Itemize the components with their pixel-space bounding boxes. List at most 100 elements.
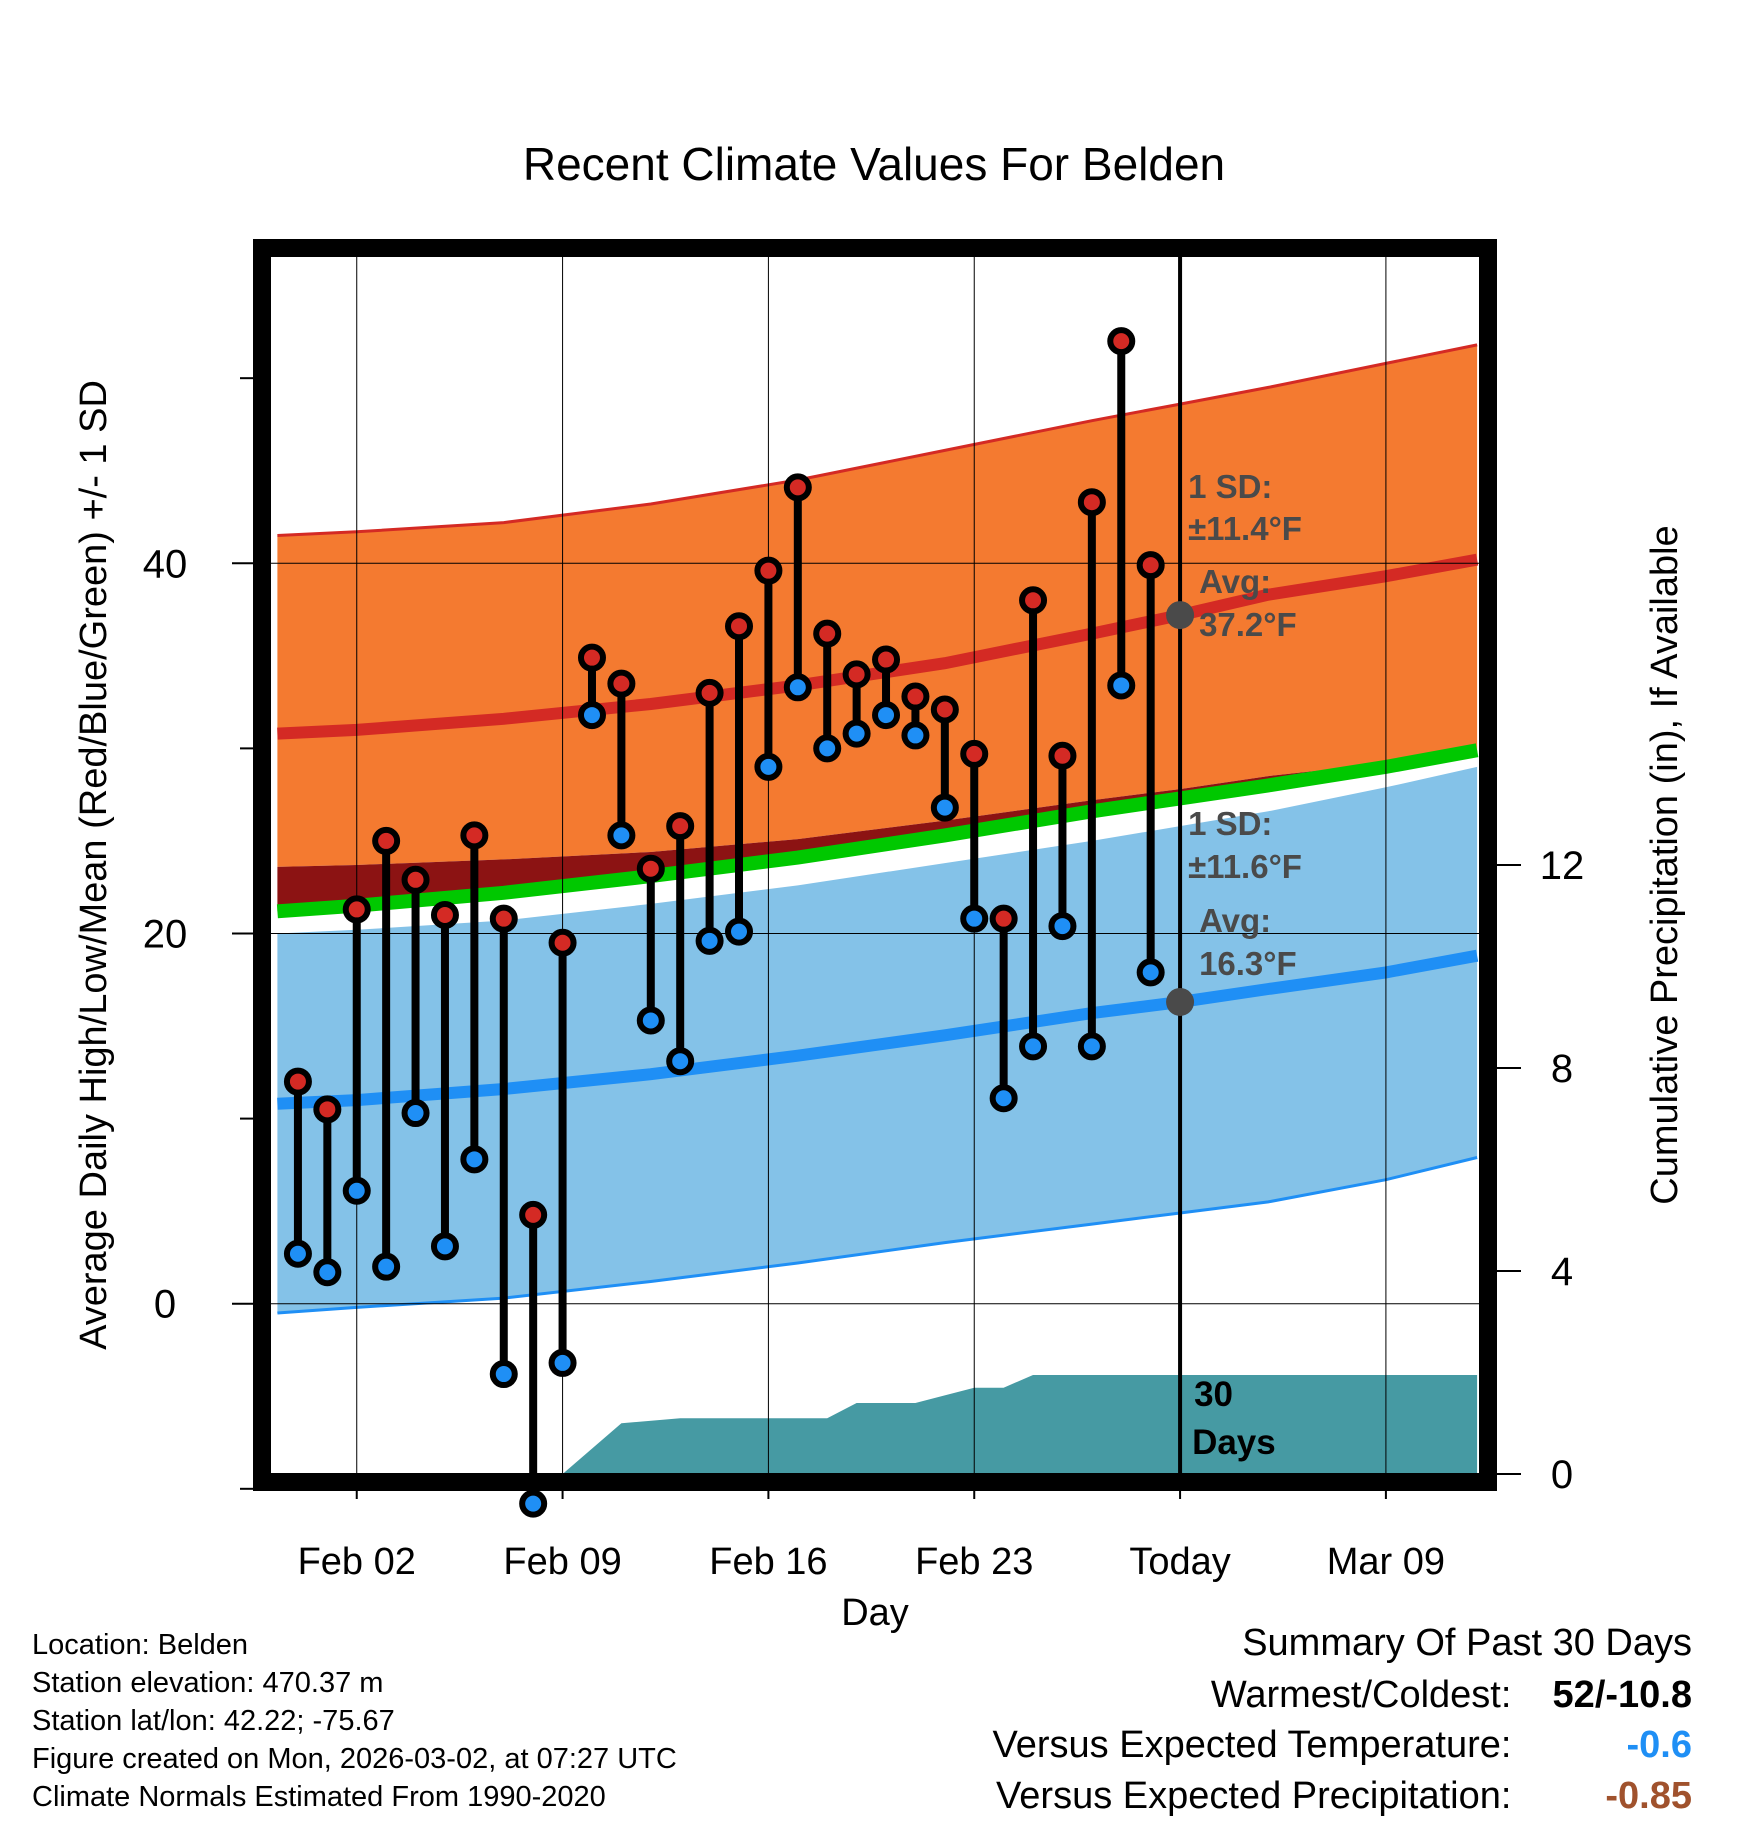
high-marker	[283, 1067, 312, 1096]
low-marker	[1019, 1032, 1048, 1061]
x-tick-label: Feb 16	[709, 1541, 827, 1583]
station-info: Location: Belden Station elevation: 470.…	[32, 1626, 677, 1816]
low-marker	[401, 1099, 430, 1128]
plot-area: 1 SD: ±11.4°F Avg: 37.2°F 1 SD: ±11.6°F Avg: 16…	[270, 256, 1480, 1518]
y2-tick-label: 12	[1540, 844, 1585, 888]
x-tick-label: Feb 02	[298, 1541, 416, 1583]
low-marker	[548, 1348, 577, 1377]
high-marker	[813, 619, 842, 648]
climate-normal-bands	[276, 343, 1479, 1315]
low-marker	[460, 1145, 489, 1174]
high-marker	[1136, 551, 1165, 580]
overlap-band	[277, 750, 1478, 912]
warmest-value: 52/-10.8	[1552, 1674, 1692, 1716]
summary-precipitation: Versus Expected Precipitation: -0.85	[996, 1775, 1692, 1818]
normals-text: Climate Normals Estimated From 1990-2020	[32, 1781, 606, 1813]
high-marker	[783, 473, 812, 502]
low-avg-label: Avg:	[1199, 902, 1271, 939]
low-lower-edge	[277, 1156, 1478, 1315]
chart-title: Recent Climate Values For Belden	[523, 138, 1225, 190]
temp-value: -0.6	[1626, 1724, 1692, 1766]
low-marker	[372, 1252, 401, 1281]
high-marker	[989, 904, 1018, 933]
high-marker	[901, 682, 930, 711]
low-marker	[489, 1360, 518, 1389]
high-marker	[489, 904, 518, 933]
x-tick-label: Feb 23	[915, 1541, 1033, 1583]
low-marker	[313, 1258, 342, 1287]
x-tick-label: Today	[1129, 1541, 1230, 1583]
low-sd-value: ±11.6°F	[1188, 848, 1302, 885]
high-marker	[342, 895, 371, 924]
high-marker	[1107, 327, 1136, 356]
grid-lines	[270, 256, 1480, 1474]
x-axis-label: Day	[841, 1592, 909, 1634]
summary-title: Summary Of Past 30 Days	[1242, 1622, 1692, 1664]
low-marker	[1048, 912, 1077, 941]
high-marker	[1048, 741, 1077, 770]
high-marker	[460, 821, 489, 850]
low-marker	[636, 1006, 665, 1035]
summary-temperature: Versus Expected Temperature: -0.6	[993, 1724, 1692, 1767]
latlon-text: Station lat/lon: 42.22; -75.67	[32, 1705, 395, 1737]
normal-high-line	[277, 553, 1479, 740]
observed-temperatures	[283, 327, 1165, 1518]
low-marker	[1107, 671, 1136, 700]
x-tick-label: Feb 09	[503, 1541, 621, 1583]
low-avg-dot	[1166, 987, 1195, 1016]
low-marker	[901, 721, 930, 750]
precip-cumulative-area	[562, 1375, 1478, 1474]
low-marker	[1077, 1032, 1106, 1061]
low-marker	[872, 701, 901, 730]
y-axis-left: 0 20 40	[143, 377, 253, 1490]
warmest-label: Warmest/Coldest:	[1210, 1674, 1512, 1716]
y-tick-label: 20	[143, 912, 188, 956]
high-sd-value: ±11.4°F	[1188, 510, 1302, 547]
high-marker	[725, 612, 754, 641]
x-tick-label: Mar 09	[1327, 1541, 1445, 1583]
days-label-1: 30	[1194, 1375, 1233, 1414]
low-marker	[519, 1489, 548, 1518]
low-marker	[754, 752, 783, 781]
normal-mean-line	[276, 743, 1479, 919]
high-marker	[636, 854, 665, 883]
high-marker	[372, 826, 401, 855]
high-marker	[607, 669, 636, 698]
low-avg-value: 16.3°F	[1199, 945, 1297, 982]
high-marker	[930, 695, 959, 724]
y-tick-label: 40	[143, 542, 188, 586]
low-marker	[813, 734, 842, 763]
high-marker	[960, 739, 989, 768]
low-marker	[283, 1239, 312, 1268]
high-marker	[842, 660, 871, 689]
high-marker	[754, 556, 783, 585]
high-upper-edge	[277, 343, 1478, 537]
high-marker	[313, 1095, 342, 1124]
low-marker	[960, 904, 989, 933]
elevation-text: Station elevation: 470.37 m	[32, 1667, 384, 1699]
annotations: 1 SD: ±11.4°F Avg: 37.2°F 1 SD: ±11.6°F Avg: 16…	[1166, 468, 1302, 1462]
x-axis: Feb 02 Feb 09 Feb 16 Feb 23 Today Mar 09	[298, 1483, 1445, 1583]
low-marker	[989, 1084, 1018, 1113]
high-avg-dot	[1166, 601, 1195, 630]
summary-warmest: Warmest/Coldest: 52/-10.8	[1211, 1674, 1692, 1717]
precipitation-area	[562, 1375, 1478, 1474]
high-marker	[430, 900, 459, 929]
high-sd-band	[277, 344, 1478, 867]
normal-low-line	[277, 949, 1479, 1110]
high-avg-value: 37.2°F	[1199, 606, 1297, 643]
high-marker	[548, 928, 577, 957]
low-marker	[725, 917, 754, 946]
low-marker	[930, 793, 959, 822]
y-axis-label: Average Daily High/Low/Mean (Red/Blue/Gr…	[73, 380, 115, 1350]
y-axis-right: 0 4 8 12	[1497, 844, 1584, 1497]
y2-axis-label: Cumulative Precipitation (in), If Availa…	[1644, 525, 1686, 1204]
y2-tick-label: 0	[1551, 1453, 1573, 1497]
y2-tick-label: 8	[1551, 1047, 1573, 1091]
y2-tick-label: 4	[1551, 1250, 1573, 1294]
low-marker	[577, 701, 606, 730]
low-marker	[695, 926, 724, 955]
high-avg-label: Avg:	[1199, 563, 1271, 600]
high-marker	[1077, 488, 1106, 517]
